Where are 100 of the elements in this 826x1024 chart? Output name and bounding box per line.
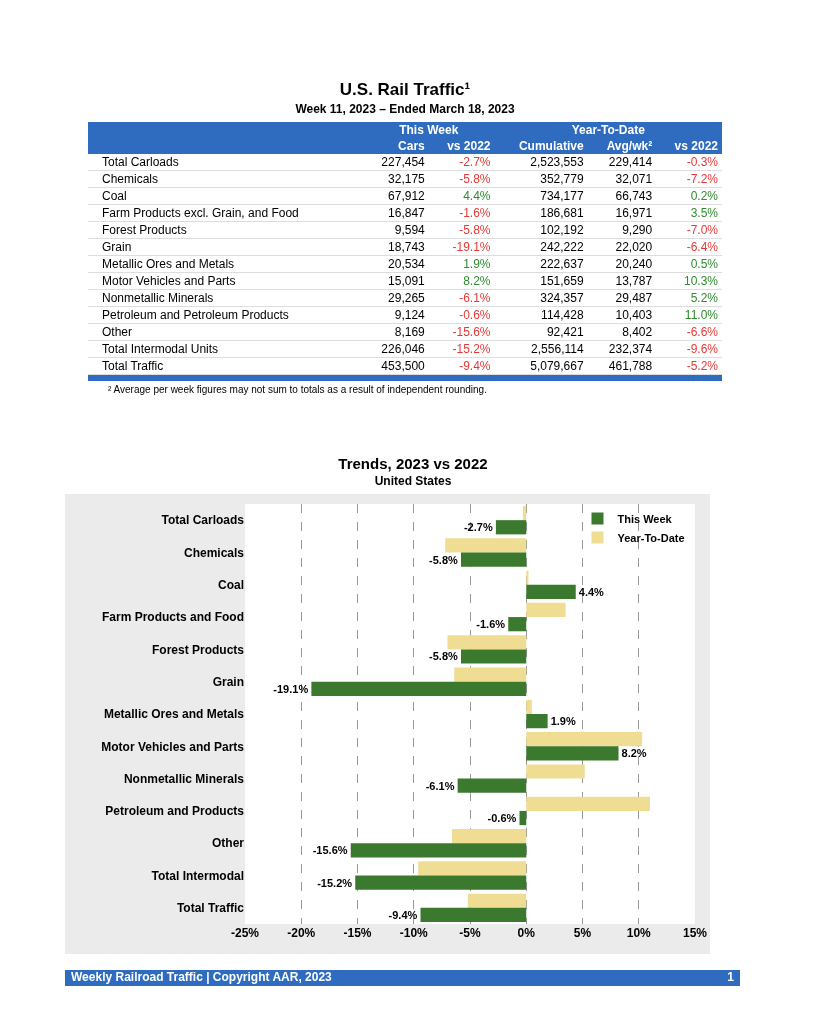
y-tick-label: Metallic Ores and Metals [103,707,245,722]
x-tick-label: 15% [682,926,708,940]
y-tick-label: Chemicals [183,545,245,560]
text: 453,500 [381,359,425,373]
chart-title: Trends, 2023 vs 2022 [337,455,489,472]
x-tick-label: -10% [399,926,429,940]
text: -6.1% [459,291,491,305]
data-label: -2.7% [463,521,493,534]
y-tick-label: Motor Vehicles and Parts [101,739,245,754]
legend-label: Year-To-Date [617,531,685,544]
x-tick-label: -25% [230,926,260,940]
text: Year-To-Date [494,122,722,138]
bar [526,746,619,761]
text: 151,659 [540,274,584,288]
category-label: Farm Products excl. Grain, and Food [102,206,299,220]
bar [508,617,527,632]
text: 227,454 [381,155,425,169]
bar [454,667,527,682]
bar [526,732,643,747]
bar [355,875,527,890]
data-label: -5.8% [429,650,458,663]
data-label: -1.6% [476,618,506,631]
y-tick-label: Total Traffic [176,901,245,916]
text: 92,421 [546,325,584,339]
category-label: Avg/wk² [587,138,657,154]
y-tick-label: Other [211,836,245,851]
x-tick-label: -5% [459,926,481,940]
bar [526,584,576,599]
x-tick-label: 10% [626,926,652,940]
text: 352,779 [540,172,584,186]
text: Week 11, 2023 – Ended March 18, 2023 [294,102,516,116]
text: 1 [727,970,734,986]
text: 32,175 [388,172,425,186]
bar [452,829,527,844]
text: 4.4% [463,189,491,203]
data-label: -0.6% [487,812,517,825]
bar [467,893,527,908]
bar [526,602,566,618]
data-label: -15.6% [312,844,348,857]
text: 324,357 [540,291,584,305]
text: 5.2% [690,291,718,305]
y-tick-label: Forest Products [151,642,245,657]
text: 32,071 [615,172,653,186]
text: 9,124 [394,308,425,322]
bar [526,764,585,779]
bar [418,861,527,876]
chart-subtitle: United States [373,474,453,488]
text: 9,290 [622,223,653,237]
text: -0.6% [459,308,491,322]
text: 0.5% [690,257,718,271]
text: -0.3% [686,155,718,169]
y-tick-label: Total Intermodal [151,868,244,883]
category-label: vs 2022 [428,138,495,154]
bar [526,699,532,714]
text: 8,402 [622,325,653,339]
data-label: -6.1% [425,779,455,792]
text: 29,265 [388,291,425,305]
text: 229,414 [608,155,653,169]
text: 13,787 [615,274,653,288]
text: 8.2% [463,274,491,288]
text: 11.0% [684,308,718,322]
y-tick-label: Nonmetallic Minerals [123,771,245,786]
bar [311,681,527,696]
category-label: Cumulative [494,138,588,154]
text: -7.2% [686,172,718,186]
text: 20,534 [388,257,425,271]
text: 0.2% [690,189,718,203]
category-label: Cars [362,138,429,154]
text: 8,169 [394,325,425,339]
text: -5.2% [686,359,718,373]
bar [495,520,527,535]
bar [526,714,548,729]
text: 18,743 [388,240,425,254]
category-label: Total Intermodal Units [102,342,219,356]
text: 16,971 [615,206,653,220]
text: 102,192 [540,223,584,237]
text: 16,847 [388,206,425,220]
y-tick-label: Total Carloads [161,513,245,528]
text: U.S. Rail Traffic¹ [338,80,472,100]
text: 15,091 [388,274,425,288]
data-label: -5.8% [429,553,458,566]
text: 10.3% [683,274,718,288]
text: -5.8% [459,172,491,186]
text: 66,743 [615,189,653,203]
data-label: -9.4% [388,908,418,921]
text: 20,240 [615,257,653,271]
text: 242,222 [540,240,584,254]
data-label: 4.4% [578,585,605,598]
text: -15.6% [452,325,491,339]
bar [420,907,527,923]
text: ² Average per week figures may not sum to totals as a result of independent rounding. [108,384,488,395]
x-tick-label: 5% [573,926,592,940]
text: 734,177 [540,189,584,203]
x-tick-label: -20% [287,926,316,940]
bar [461,649,527,664]
text: 114,428 [541,308,584,322]
y-tick-label: Petroleum and Products [105,804,245,819]
text: -7.0% [686,223,718,237]
category-label: Petroleum and Petroleum Products [102,308,289,322]
text: 22,020 [615,240,653,254]
